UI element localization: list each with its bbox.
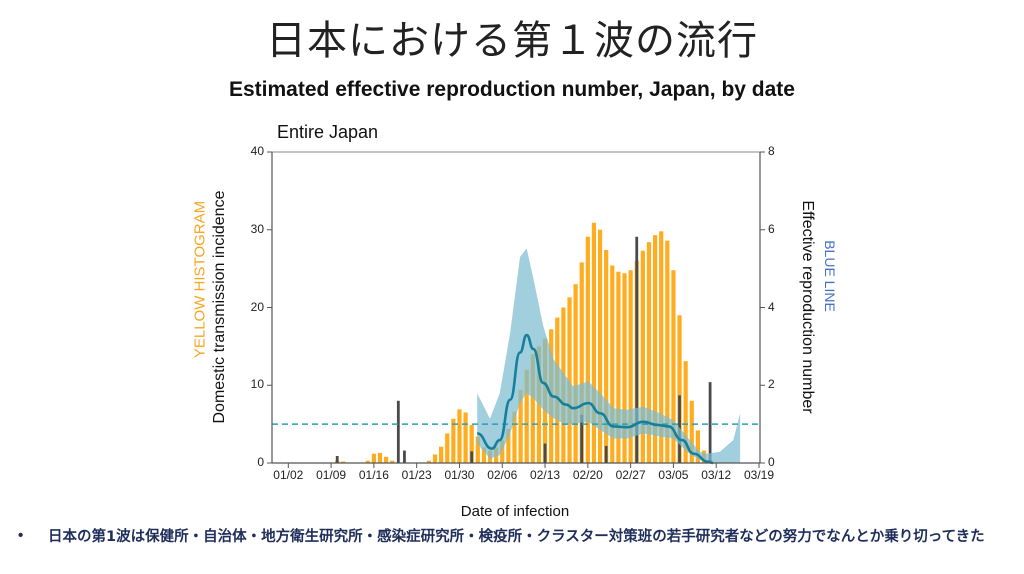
- incidence-bar: [390, 460, 395, 463]
- incidence-bar: [469, 424, 474, 463]
- incidence-bar: [518, 389, 523, 463]
- incidence-bar: [671, 270, 676, 463]
- left-y-tick-label: 0: [257, 455, 264, 469]
- dark-bar: [604, 445, 608, 463]
- incidence-bar: [695, 430, 700, 463]
- incidence-bar: [536, 346, 542, 463]
- incidence-bar: [597, 229, 603, 463]
- right-axis-label: Effective reproduction number: [799, 200, 816, 414]
- rt-line-layer: [272, 333, 760, 465]
- incidence-bar: [439, 446, 444, 463]
- incidence-bar: [341, 461, 346, 463]
- left-axis-note-yellow-histogram: YELLOW HISTOGRAM: [191, 200, 209, 359]
- incidence-bar: [426, 460, 431, 463]
- incidence-bar: [512, 411, 517, 463]
- x-tick-label: 02/27: [615, 468, 646, 482]
- panel-title: Entire Japan: [277, 122, 379, 142]
- right-y-tick-label: 8: [768, 144, 775, 158]
- x-tick-label: 01/16: [358, 468, 389, 482]
- dark-bar: [335, 456, 339, 463]
- incidence-bar: [530, 354, 535, 463]
- incidence-bar: [432, 454, 438, 463]
- incidence-bar: [683, 361, 688, 463]
- rt-confidence-band: [477, 248, 741, 463]
- axes-layer: [267, 151, 765, 468]
- incidence-bar: [500, 440, 505, 463]
- rt-line: [476, 333, 714, 465]
- dark-bar: [580, 414, 584, 463]
- incidence-bar: [616, 271, 621, 463]
- dark-bar: [708, 382, 712, 463]
- incidence-bar: [677, 315, 682, 463]
- left-y-tick-label: 30: [250, 221, 264, 236]
- left-y-tick-label: 20: [250, 299, 264, 314]
- chart-heading: Estimated effective reproduction number,…: [229, 78, 795, 101]
- x-tick-label: 01/23: [401, 468, 432, 482]
- incidence-bar: [567, 297, 572, 463]
- x-tick-label: 02/06: [487, 468, 518, 482]
- incidence-bar: [463, 412, 468, 463]
- incidence-bar: [659, 231, 664, 463]
- left-axis-label: Domestic transmission incidence: [211, 190, 228, 424]
- incidence-bar: [475, 436, 480, 463]
- incidence-bar: [457, 409, 462, 463]
- right-y-tick-label: 6: [768, 221, 775, 236]
- slide-title: 日本における第１波の流行: [266, 18, 758, 64]
- incidence-bar: [628, 270, 633, 463]
- incidence-bar: [665, 240, 670, 463]
- incidence-bar: [591, 222, 597, 463]
- x-tick-label: 03/05: [658, 468, 689, 482]
- incidence-bar: [371, 453, 376, 463]
- incidence-bar: [377, 452, 383, 463]
- right-y-tick-label: 0: [768, 455, 775, 469]
- right-y-tick-label: 2: [768, 377, 775, 392]
- incidence-bar: [384, 456, 389, 463]
- x-tick-label: 01/02: [273, 468, 304, 482]
- incidence-bar: [481, 447, 487, 463]
- incidence-bar: [506, 428, 511, 463]
- incidence-bar: [604, 249, 609, 463]
- x-tick-label: 03/12: [701, 468, 732, 482]
- incidence-bar: [585, 236, 590, 463]
- dark-bar: [635, 236, 639, 463]
- incidence-bar: [445, 433, 450, 463]
- x-axis-label: Date of infection: [460, 503, 570, 520]
- incidence-bar: [365, 460, 370, 463]
- left-y-tick-label: 10: [250, 377, 264, 392]
- dark-bar: [403, 450, 406, 463]
- incidence-bar: [652, 235, 658, 463]
- incidence-bar: [451, 418, 456, 463]
- x-tick-label: 01/30: [444, 468, 475, 482]
- incidence-bar: [573, 284, 578, 463]
- x-tick-label: 02/20: [572, 468, 603, 482]
- rt-band-overlay-layer: [477, 248, 741, 463]
- x-tick-label: 01/09: [316, 468, 347, 482]
- incidence-bar: [646, 242, 652, 463]
- x-tick-label: 02/13: [530, 468, 561, 482]
- bullet-text: 日本の第1波は保健所・自治体・地方衛生研究所・感染症研究所・検疫所・クラスター対…: [48, 529, 985, 545]
- dark-bar: [396, 400, 400, 463]
- incidence-bar: [689, 400, 694, 463]
- incidence-bar: [622, 273, 627, 463]
- left-y-tick-label: 40: [250, 144, 264, 158]
- bullet-marker: •: [18, 527, 24, 544]
- dark-bar: [543, 443, 547, 463]
- x-tick-label: 03/19: [743, 468, 775, 482]
- right-axis-note-blue-line: BLUE LINE: [822, 240, 838, 312]
- dark-bar: [470, 451, 474, 463]
- incidence-bar: [640, 250, 645, 463]
- incidence-bar: [610, 265, 615, 463]
- right-y-tick-label: 4: [768, 299, 775, 314]
- incidence-bar: [524, 369, 529, 463]
- incidence-bar: [579, 262, 584, 463]
